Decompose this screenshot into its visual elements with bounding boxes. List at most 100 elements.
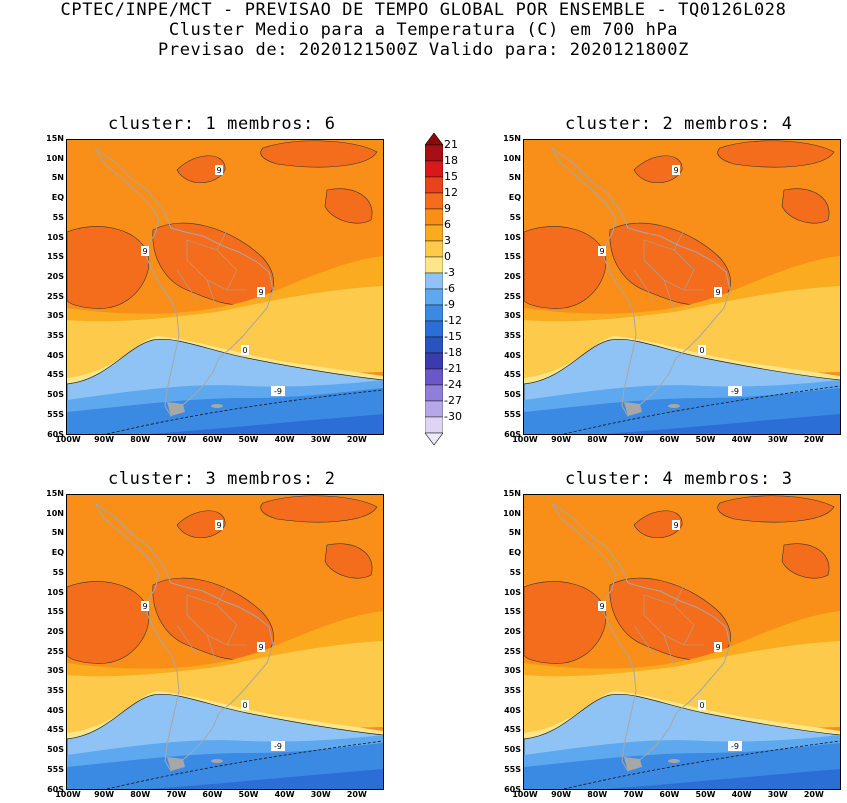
lat-tick-label: 10N: [503, 508, 521, 518]
lat-tick-label: 25S: [504, 646, 521, 656]
lon-tick-label: 70W: [623, 790, 644, 799]
tierra-del-fuego: [167, 757, 185, 771]
lon-tick-label: 20W: [803, 435, 824, 444]
lat-tick-label: 60S: [47, 784, 64, 794]
lon-tick-label: 70W: [166, 790, 187, 799]
lon-tick-label: 50W: [238, 790, 259, 799]
panel-2-title: cluster: 2 membros: 4: [565, 114, 793, 134]
header-line-3: Previsao de: 2020121500Z Valido para: 20…: [158, 40, 689, 60]
lat-tick-label: 55S: [47, 409, 64, 419]
warm-cell-north: [633, 510, 683, 538]
colorbar-tick-label: -18: [444, 346, 462, 359]
south-america-outline: [94, 502, 274, 772]
warm-cell-pacific: [524, 226, 607, 309]
lat-tick-label: 10S: [504, 232, 521, 242]
colorbar-tick-label: 18: [444, 154, 458, 167]
warm-cell-northeast: [260, 495, 378, 523]
contour-label-warm: 9: [599, 247, 604, 256]
colorbar-tick-label: -9: [444, 298, 455, 311]
lat-tick-label: 55S: [504, 409, 521, 419]
colorbar-swatch: [424, 400, 444, 418]
lon-tick-label: 60W: [659, 435, 680, 444]
lat-tick-label: EQ: [508, 548, 521, 558]
warm-cell-atlantic: [781, 543, 830, 579]
colorbar-tick-label: -12: [444, 314, 462, 327]
contour-label-warm: 9: [715, 643, 720, 652]
lat-tick-label: 50S: [47, 390, 64, 400]
lon-tick-label: 80W: [587, 790, 608, 799]
lat-tick-label: 25S: [47, 291, 64, 301]
lon-tick-label: 100W: [512, 790, 538, 799]
lat-tick-label: 40S: [47, 350, 64, 360]
lat-tick-label: 5S: [509, 212, 521, 222]
colorbar-swatch: [424, 336, 444, 354]
south-america-outline: [551, 147, 731, 417]
colorbar-tick-label: 3: [444, 234, 451, 247]
lat-tick-label: EQ: [51, 193, 64, 203]
colorbar-tick-label: 6: [444, 218, 451, 231]
lon-tick-label: 30W: [767, 435, 788, 444]
contour-label-zero: 0: [699, 701, 704, 710]
lon-tick-label: 80W: [587, 435, 608, 444]
contour-label-warm: 9: [258, 643, 263, 652]
falklands: [211, 404, 223, 408]
contour-label-zero: 0: [242, 701, 247, 710]
lat-tick-label: 15N: [46, 134, 64, 143]
colorbar-swatch: [424, 272, 444, 290]
falklands: [668, 404, 680, 408]
colorbar-tick-label: -3: [444, 266, 455, 279]
lat-tick-label: 20S: [47, 626, 64, 636]
warm-cell-northeast: [260, 140, 378, 168]
contour-label-warm: 9: [142, 247, 147, 256]
lat-tick-label: 15N: [503, 134, 521, 143]
warm-cell-atlantic: [324, 543, 373, 579]
south-america-outline: [94, 147, 274, 417]
lat-tick-label: 15S: [504, 607, 521, 617]
lat-tick-label: 45S: [504, 725, 521, 735]
lat-tick-label: 20S: [504, 271, 521, 281]
lat-tick-label: 35S: [504, 686, 521, 695]
lat-tick-label: 35S: [504, 331, 521, 340]
lat-tick-label: 35S: [47, 686, 64, 695]
header-line-2: Cluster Medio para a Temperatura (C) em …: [168, 20, 679, 40]
header-line-1: CPTEC/INPE/MCT - PREVISAO DE TEMPO GLOBA…: [60, 0, 787, 20]
colorbar-top-arrow: [424, 132, 444, 146]
country-borders: [633, 229, 704, 311]
country-borders: [176, 229, 247, 311]
lat-tick-label: 5N: [51, 173, 64, 183]
colorbar-swatch: [424, 384, 444, 402]
contour-label-warm: 9: [216, 521, 221, 530]
colorbar-tick-label: 0: [444, 250, 451, 263]
lon-tick-label: 70W: [623, 435, 644, 444]
colorbar-swatches: [424, 132, 444, 446]
colorbar-swatch: [424, 144, 444, 162]
lat-tick-label: 5N: [508, 528, 521, 538]
minus-nine-contour: [106, 740, 383, 789]
map-panel-1: 9 9 9 0 -9: [66, 139, 384, 435]
colorbar-tick-label: 15: [444, 170, 458, 183]
contour-label-warm: 9: [142, 602, 147, 611]
colorbar-swatch: [424, 224, 444, 242]
lon-tick-label: 60W: [202, 435, 223, 444]
colorbar-tick-label: -15: [444, 330, 462, 343]
lon-tick-label: 60W: [659, 790, 680, 799]
lon-tick-label: 30W: [767, 790, 788, 799]
colorbar-swatch: [424, 320, 444, 338]
lon-tick-label: 90W: [551, 790, 572, 799]
lon-tick-label: 100W: [55, 790, 81, 799]
tierra-del-fuego: [624, 402, 642, 416]
colorbar-swatch: [424, 288, 444, 306]
lat-tick-label: 35S: [47, 331, 64, 340]
tierra-del-fuego: [624, 757, 642, 771]
lat-tick-label: 25S: [47, 646, 64, 656]
lon-tick-label: 80W: [130, 435, 151, 444]
lat-tick-label: 30S: [47, 666, 64, 676]
falklands: [668, 759, 680, 763]
colorbar-swatch: [424, 416, 444, 434]
colorbar-tick-label: -27: [444, 394, 462, 407]
lat-tick-label: 45S: [504, 370, 521, 380]
colorbar-tick-label: 21: [444, 138, 458, 151]
minus-nine-contour: [563, 740, 840, 789]
contour-label-zero: 0: [699, 346, 704, 355]
colorbar-tick-label: -6: [444, 282, 455, 295]
